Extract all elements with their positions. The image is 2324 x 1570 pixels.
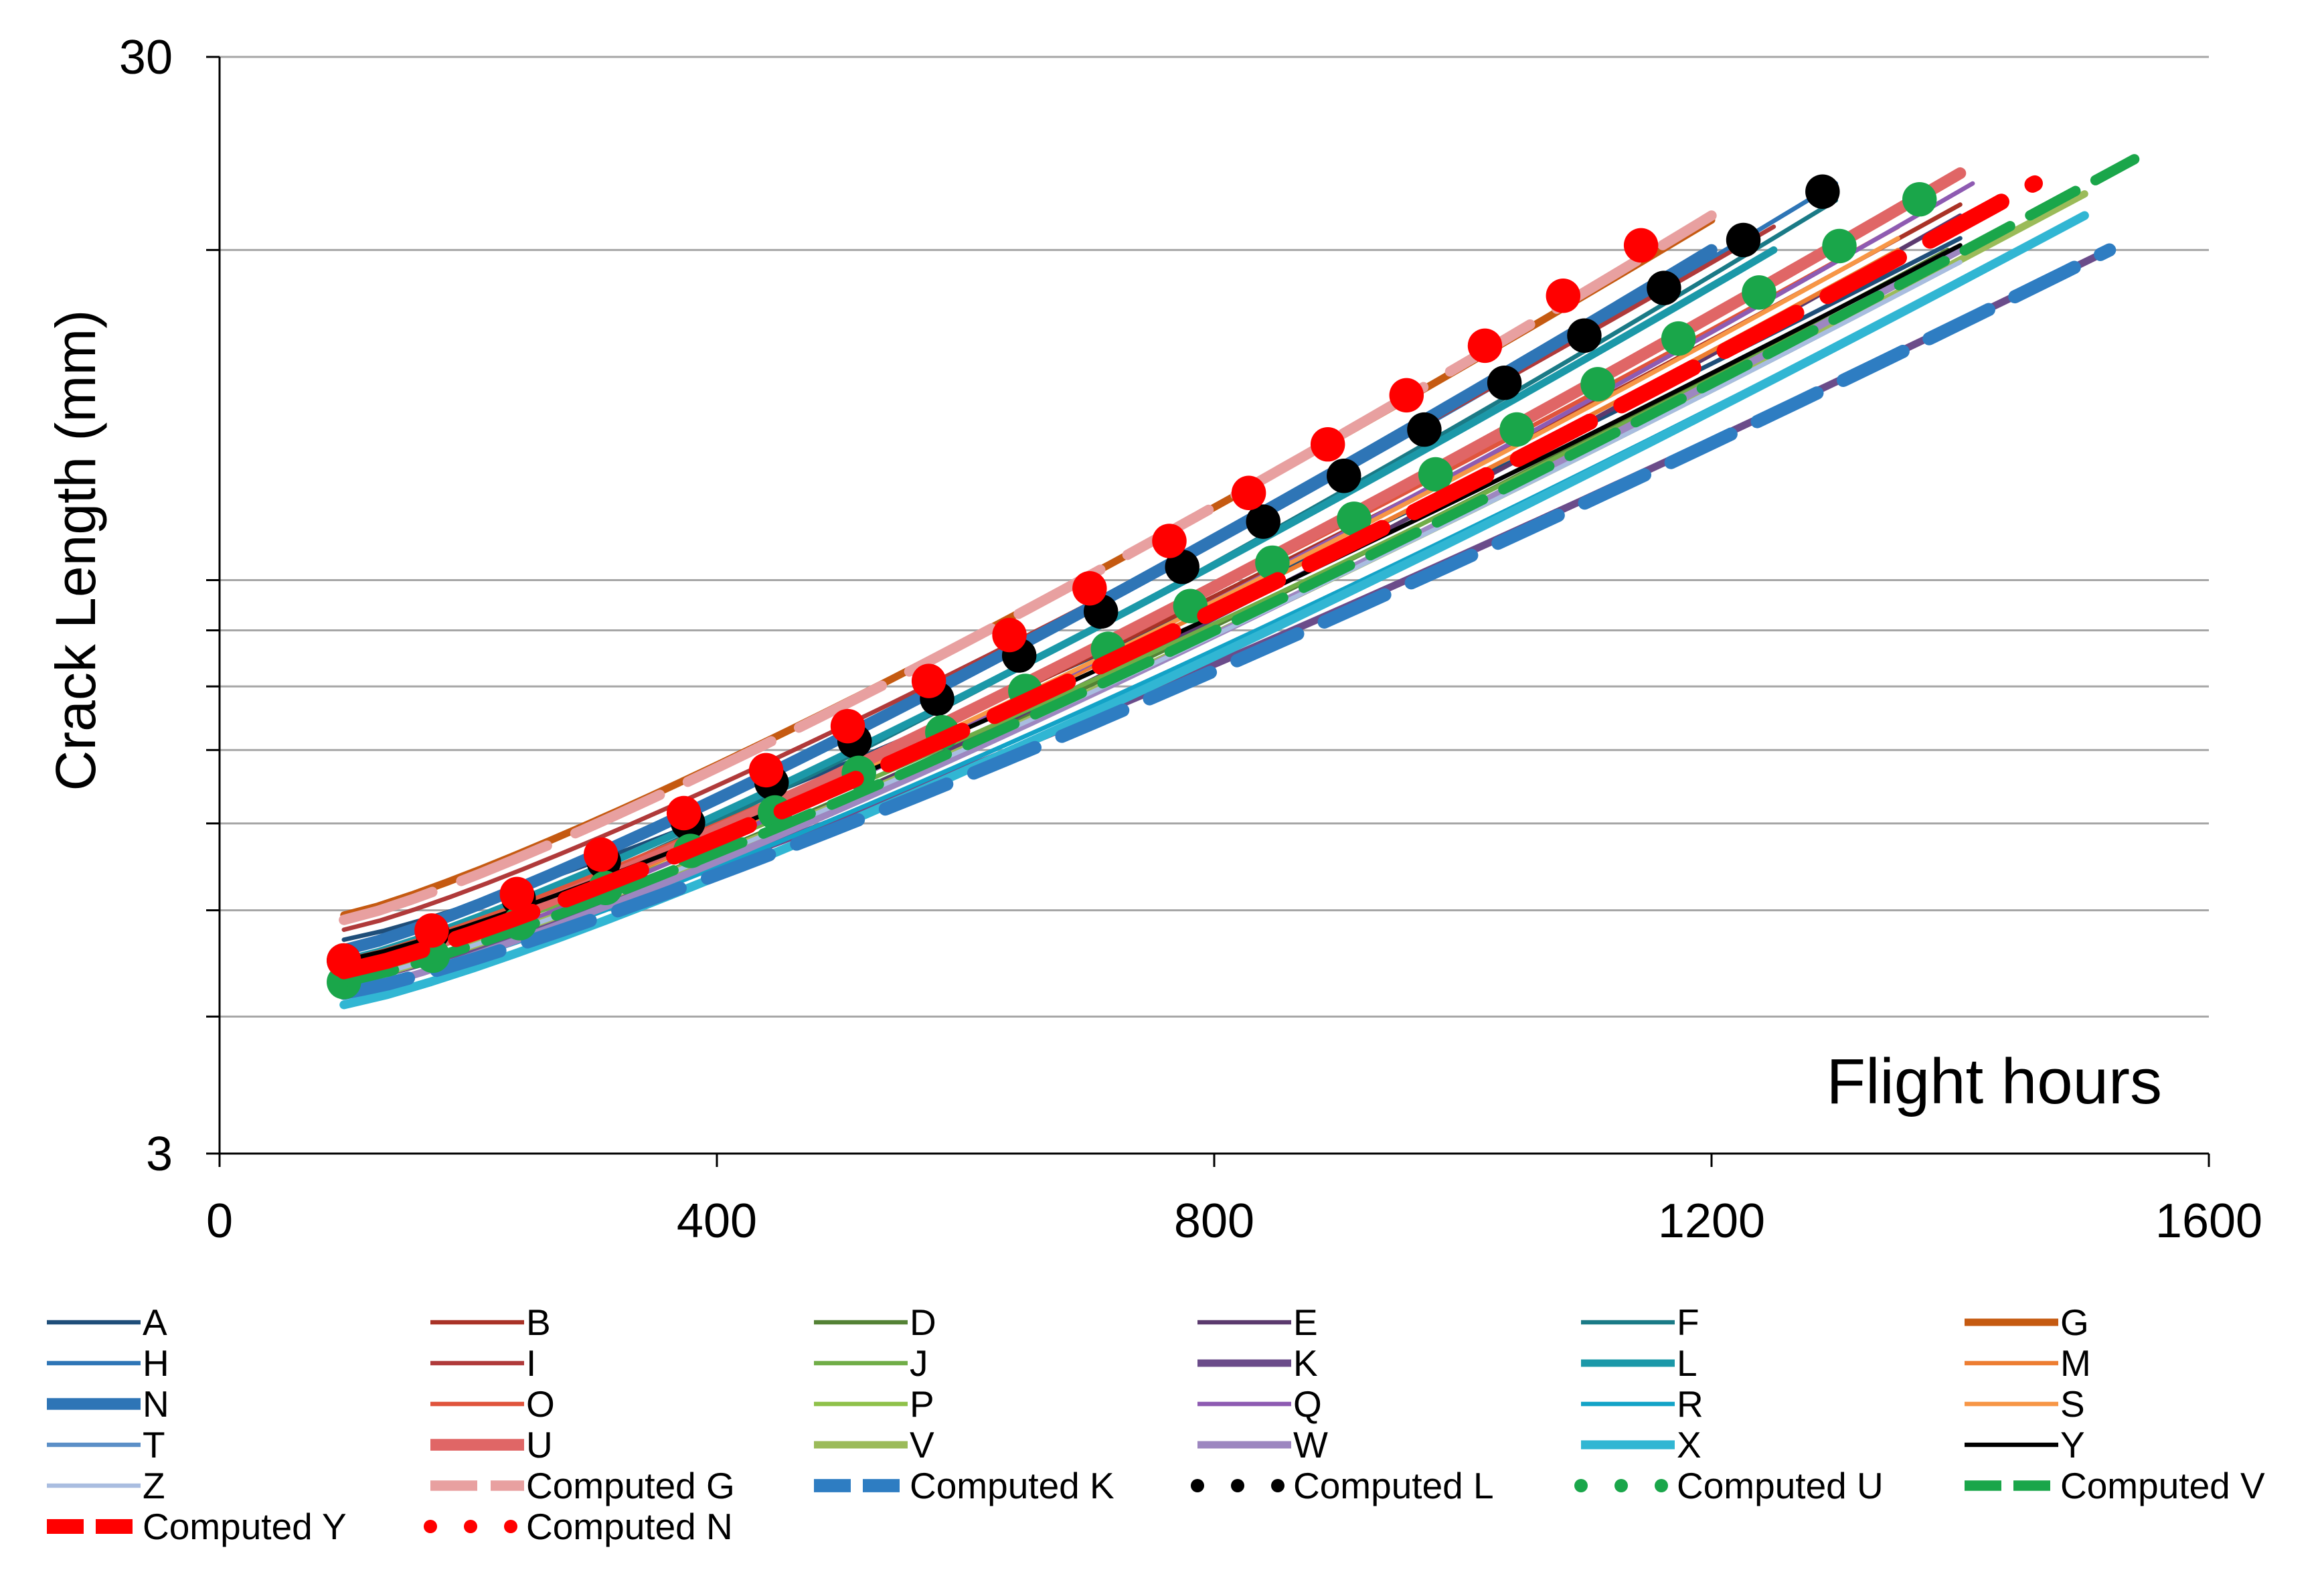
legend-label: H — [143, 1342, 169, 1384]
legend-label: E — [1293, 1302, 1318, 1343]
legend: A B D E F GH I J K L MN O P Q R ST U V W X YZ Computed G Compu… — [47, 1302, 2265, 1547]
series-computed-g — [339, 210, 1717, 925]
legend-item: L — [1581, 1342, 1697, 1384]
series-computed-y — [335, 175, 2043, 979]
legend-item: S — [1965, 1383, 2085, 1425]
legend-item: Computed L — [1191, 1465, 1494, 1506]
legend-label: L — [1677, 1342, 1697, 1384]
axis-layer: Crack Length (mm) Flight hours 3 30 0 400 80… — [44, 31, 2262, 1248]
legend-label: P — [910, 1383, 934, 1425]
legend-label: J — [910, 1342, 928, 1384]
legend-label: Y — [2060, 1424, 2085, 1466]
legend-label: V — [910, 1424, 934, 1466]
legend-item: W — [1197, 1424, 1328, 1466]
series-a — [341, 236, 1963, 942]
legend-label: B — [526, 1302, 551, 1343]
legend-item: A — [47, 1302, 167, 1343]
legend-label: Computed K — [910, 1465, 1114, 1506]
legend-item: Y — [1965, 1424, 2085, 1466]
legend-label: Computed L — [1293, 1465, 1494, 1506]
legend-item: B — [430, 1302, 551, 1343]
legend-item: Q — [1197, 1383, 1322, 1425]
legend-label: Z — [143, 1465, 165, 1506]
legend-item: V — [814, 1424, 934, 1466]
legend-item: T — [47, 1424, 165, 1466]
legend-item: P — [814, 1383, 934, 1425]
legend-label: U — [526, 1424, 553, 1466]
legend-label: O — [526, 1383, 555, 1425]
legend-item: I — [430, 1342, 536, 1384]
legend-item: X — [1581, 1424, 1702, 1466]
y-tick-label: 3 — [146, 1127, 173, 1181]
legend-item: O — [430, 1383, 555, 1425]
x-tick-label: 400 — [677, 1194, 757, 1248]
legend-item: F — [1581, 1302, 1699, 1343]
legend-label: F — [1677, 1302, 1699, 1343]
legend-label: G — [2060, 1302, 2089, 1343]
legend-item: M — [1965, 1342, 2091, 1384]
legend-label: Computed G — [526, 1465, 735, 1506]
series-computed-k — [337, 243, 2116, 1000]
x-tick-label: 800 — [1174, 1194, 1254, 1248]
legend-item: R — [1581, 1383, 1704, 1425]
legend-label: Computed Y — [143, 1506, 347, 1547]
legend-item: N — [47, 1383, 169, 1425]
legend-item: H — [47, 1342, 169, 1384]
legend-label: A — [143, 1302, 167, 1343]
series-computed-n — [327, 198, 1704, 978]
x-tick-label: 1200 — [1658, 1194, 1765, 1248]
legend-label: Computed N — [526, 1506, 733, 1547]
legend-label: S — [2060, 1383, 2085, 1425]
legend-label: W — [1293, 1424, 1328, 1466]
y-axis-label: Crack Length (mm) — [44, 310, 107, 791]
x-tick-label: 0 — [206, 1194, 233, 1248]
legend-label: Computed U — [1677, 1465, 1884, 1506]
y-tick-label: 30 — [119, 31, 173, 84]
legend-label: M — [2060, 1342, 2091, 1384]
legend-label: I — [526, 1342, 536, 1384]
legend-label: K — [1293, 1342, 1318, 1384]
legend-item: D — [814, 1302, 936, 1343]
series-l — [340, 246, 1778, 965]
series-computed-v — [339, 154, 2140, 988]
x-tick-label: 1600 — [2155, 1194, 2262, 1248]
series-layer — [327, 136, 2140, 1010]
legend-item: Computed Y — [47, 1506, 347, 1547]
legend-item: J — [814, 1342, 928, 1384]
x-axis-label: Flight hours — [1826, 1046, 2162, 1117]
legend-label: R — [1677, 1383, 1704, 1425]
legend-label: Q — [1293, 1383, 1322, 1425]
legend-label: D — [910, 1302, 936, 1343]
legend-item: K — [1197, 1342, 1318, 1384]
legend-item: Computed G — [430, 1465, 735, 1506]
legend-item: Computed K — [814, 1465, 1114, 1506]
legend-item: Computed N — [424, 1506, 733, 1547]
series-g — [340, 216, 1716, 919]
legend-label: X — [1677, 1424, 1702, 1466]
legend-item: Computed U — [1574, 1465, 1884, 1506]
legend-item: Computed V — [1965, 1465, 2265, 1506]
legend-label: Computed V — [2060, 1465, 2265, 1506]
legend-label: N — [143, 1383, 169, 1425]
legend-label: T — [143, 1424, 165, 1466]
legend-item: E — [1197, 1302, 1318, 1343]
legend-item: U — [430, 1424, 553, 1466]
legend-item: Z — [47, 1465, 165, 1506]
legend-item: G — [1965, 1302, 2089, 1343]
